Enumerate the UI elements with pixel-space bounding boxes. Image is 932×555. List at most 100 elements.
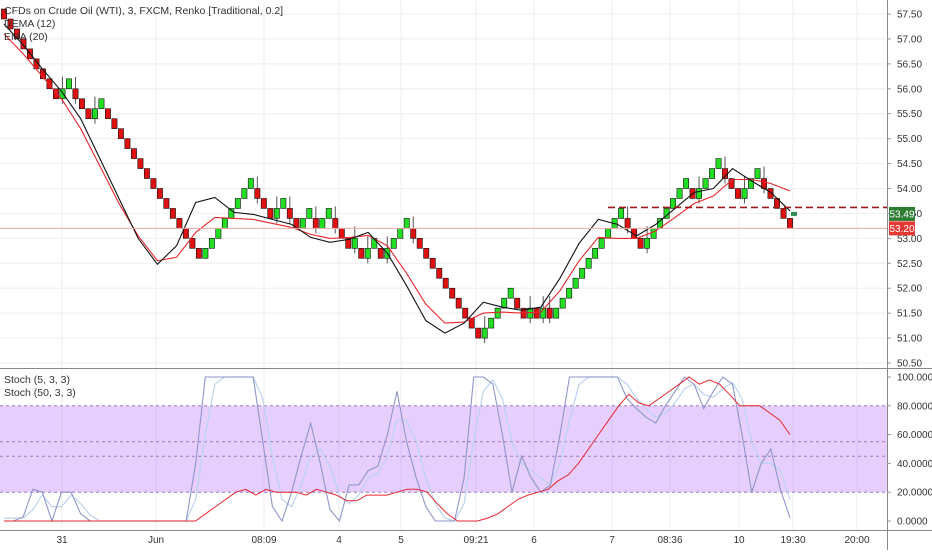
brick-up <box>501 297 508 309</box>
brick-up <box>507 287 514 299</box>
y-tick-label: 56.50 <box>897 59 922 70</box>
brick-down <box>53 88 59 100</box>
chart-title: CFDs on Crude Oil (WTI), 3, FXCM, Renko … <box>4 5 284 17</box>
brick-up <box>299 218 306 229</box>
brick-up <box>273 208 280 219</box>
brick-up <box>280 198 287 209</box>
brick-up <box>670 198 677 209</box>
brick-up <box>709 168 716 179</box>
brick-down <box>176 218 183 229</box>
brick-up <box>572 277 579 289</box>
brick-down <box>1 8 7 20</box>
brick-down <box>455 297 462 309</box>
stoch-lines <box>4 376 791 523</box>
brick-down <box>143 168 150 179</box>
brick-up <box>234 198 241 209</box>
brick-down <box>7 18 14 30</box>
brick-down <box>79 98 85 110</box>
brick-up <box>559 297 566 309</box>
brick-down <box>338 228 345 239</box>
stoch-legend: Stoch (5, 3, 3) Stoch (50, 3, 3) <box>4 374 76 400</box>
y-tick-label: 55.50 <box>897 109 922 120</box>
stoch-tick-label: 80.0000 <box>897 401 932 412</box>
brick-down <box>254 188 261 199</box>
brick-up <box>325 208 332 219</box>
brick-up <box>319 218 326 229</box>
price-label-text: 53.20 <box>889 224 914 235</box>
brick-down <box>104 108 111 120</box>
brick-down <box>533 307 540 319</box>
dema-line <box>3 23 791 334</box>
y-tick-label: 54.00 <box>897 184 922 195</box>
brick-up <box>202 248 209 259</box>
brick-down <box>286 208 293 219</box>
brick-down <box>546 307 553 319</box>
brick-up <box>488 317 495 329</box>
ema-line <box>3 33 791 324</box>
brick-up <box>566 287 573 299</box>
brick-up <box>598 238 605 249</box>
brick-down <box>358 248 365 259</box>
x-tick-label: 20:00 <box>844 535 869 546</box>
overbought-oversold-band <box>0 405 887 493</box>
brick-up <box>403 218 410 229</box>
brick-down <box>312 218 319 229</box>
brick-down <box>767 188 774 199</box>
brick-up <box>702 178 709 189</box>
price-label-text: 53.49 <box>889 209 914 220</box>
brick-down <box>637 238 644 249</box>
brick-up <box>66 78 72 90</box>
y-tick-label: 52.50 <box>897 259 922 270</box>
grid <box>0 0 887 530</box>
x-tick-label: 19:30 <box>780 535 805 546</box>
brick-down <box>163 198 170 209</box>
stoch-tick-label: 60.0000 <box>897 430 932 441</box>
brick-down <box>429 257 436 269</box>
x-tick-label: 5 <box>398 535 404 546</box>
brick-down <box>423 248 430 259</box>
legend-dema: DEMA (12) <box>4 18 56 30</box>
legend-stoch-slow: Stoch (50, 3, 3) <box>4 387 76 399</box>
brick-down <box>475 327 482 339</box>
brick-down <box>728 178 735 189</box>
brick-down <box>377 248 384 259</box>
stoch-band <box>0 405 887 493</box>
brick-down <box>130 148 137 159</box>
brick-down <box>46 78 53 90</box>
y-tick-label: 55.00 <box>897 134 922 145</box>
price-label-last <box>889 221 915 236</box>
brick-up <box>741 188 748 199</box>
brick-up <box>306 208 313 219</box>
brick-down <box>436 267 443 279</box>
price-label-dema <box>889 206 915 221</box>
brick-down <box>514 297 521 309</box>
brick-up <box>618 208 625 219</box>
brick-down <box>267 208 274 219</box>
y-tick-label: 57.00 <box>897 34 922 45</box>
brick-up <box>208 238 215 249</box>
brick-up <box>579 267 586 279</box>
brick-down <box>332 218 339 229</box>
stoch-tick-label: 100.0000 <box>897 373 932 384</box>
x-tick-label: 10 <box>733 535 745 546</box>
price-axis: 57.50 57.00 56.50 56.00 55.50 55.00 54.50 54.00… <box>887 10 932 528</box>
brick-up <box>644 238 651 249</box>
y-tick-label: 51.50 <box>897 309 922 320</box>
legend-ema: EMA (20) <box>4 31 48 43</box>
brick-down <box>124 138 131 149</box>
brick-up <box>650 228 657 239</box>
brick-down <box>345 238 352 249</box>
brick-up <box>715 158 722 169</box>
brick-up <box>98 98 105 110</box>
brick-up <box>221 218 228 229</box>
brick-up <box>215 228 222 239</box>
brick-up <box>754 168 761 179</box>
brick-down <box>442 277 449 289</box>
brick-down <box>462 307 469 319</box>
brick-down <box>787 218 793 229</box>
brick-up <box>696 188 703 199</box>
current-marker <box>791 211 797 216</box>
